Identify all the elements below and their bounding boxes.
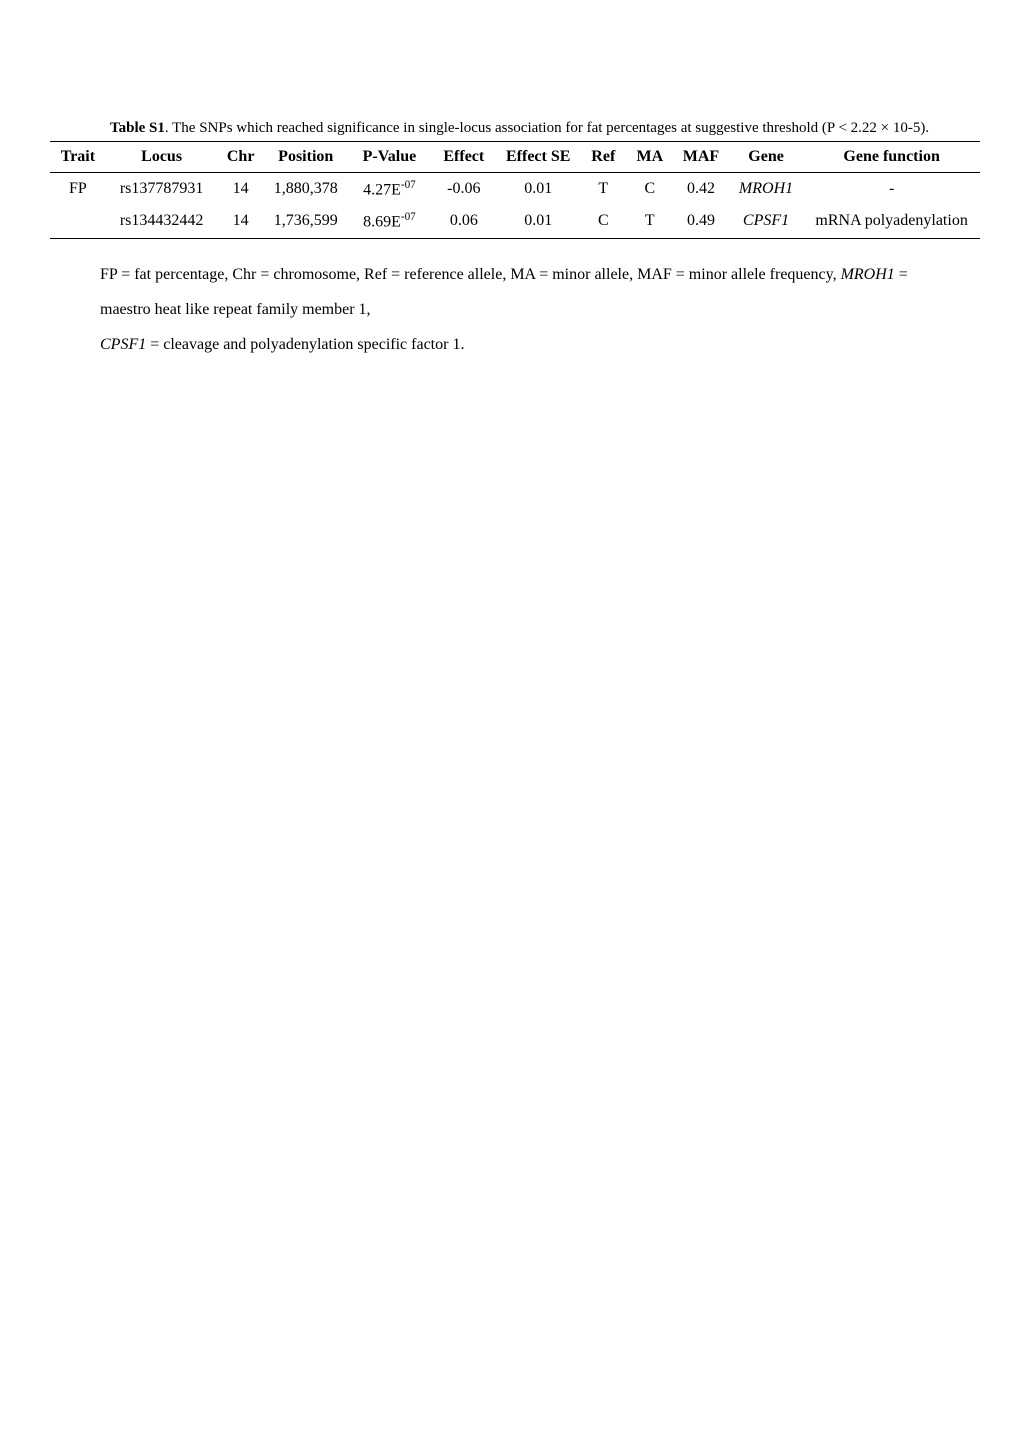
- table-row: FPrs137787931141,880,3784.27E-07-0.060.0…: [50, 173, 980, 206]
- footnote-gene1: MROH1: [841, 266, 895, 283]
- column-header: Effect SE: [496, 142, 580, 173]
- column-header: Gene: [729, 142, 803, 173]
- table-cell: -0.06: [431, 173, 496, 206]
- table-cell: 0.06: [431, 205, 496, 238]
- table-cell: 1,736,599: [264, 205, 348, 238]
- column-header: Ref: [580, 142, 627, 173]
- table-cell: 1,880,378: [264, 173, 348, 206]
- column-header: Chr: [217, 142, 264, 173]
- table-header-row: TraitLocusChrPositionP-ValueEffectEffect…: [50, 142, 980, 173]
- column-header: Position: [264, 142, 348, 173]
- table-cell: CPSF1: [729, 205, 803, 238]
- table-cell: 0.01: [496, 205, 580, 238]
- column-header: MAF: [673, 142, 729, 173]
- table-cell: C: [627, 173, 674, 206]
- table-cell: 0.42: [673, 173, 729, 206]
- table-cell: rs134432442: [106, 205, 218, 238]
- table-cell: 0.49: [673, 205, 729, 238]
- column-header: Gene function: [803, 142, 980, 173]
- table-row: rs134432442141,736,5998.69E-070.060.01CT…: [50, 205, 980, 238]
- table-cell: rs137787931: [106, 173, 218, 206]
- table-cell: C: [580, 205, 627, 238]
- table-cell: FP: [50, 173, 106, 206]
- table-cell: T: [580, 173, 627, 206]
- table-cell: 4.27E-07: [348, 173, 432, 206]
- column-header: P-Value: [348, 142, 432, 173]
- column-header: Effect: [431, 142, 496, 173]
- table-footnote: FP = fat percentage, Chr = chromosome, R…: [50, 257, 980, 363]
- table-cell: 0.01: [496, 173, 580, 206]
- table-cell: 14: [217, 205, 264, 238]
- column-header: Locus: [106, 142, 218, 173]
- footnote-text: FP = fat percentage, Chr = chromosome, R…: [100, 266, 841, 283]
- caption-text: . The SNPs which reached significance in…: [165, 120, 929, 136]
- footnote-text: = cleavage and polyadenylation specific …: [146, 336, 464, 353]
- table-cell: MROH1: [729, 173, 803, 206]
- column-header: MA: [627, 142, 674, 173]
- snp-table: TraitLocusChrPositionP-ValueEffectEffect…: [50, 141, 980, 239]
- table-caption: Table S1. The SNPs which reached signifi…: [50, 120, 980, 137]
- table-cell: T: [627, 205, 674, 238]
- caption-bold: Table S1: [110, 120, 165, 136]
- table-cell: [50, 205, 106, 238]
- table-cell: 8.69E-07: [348, 205, 432, 238]
- table-cell: -: [803, 173, 980, 206]
- table-cell: mRNA polyadenylation: [803, 205, 980, 238]
- table-cell: 14: [217, 173, 264, 206]
- column-header: Trait: [50, 142, 106, 173]
- footnote-gene2: CPSF1: [100, 336, 146, 353]
